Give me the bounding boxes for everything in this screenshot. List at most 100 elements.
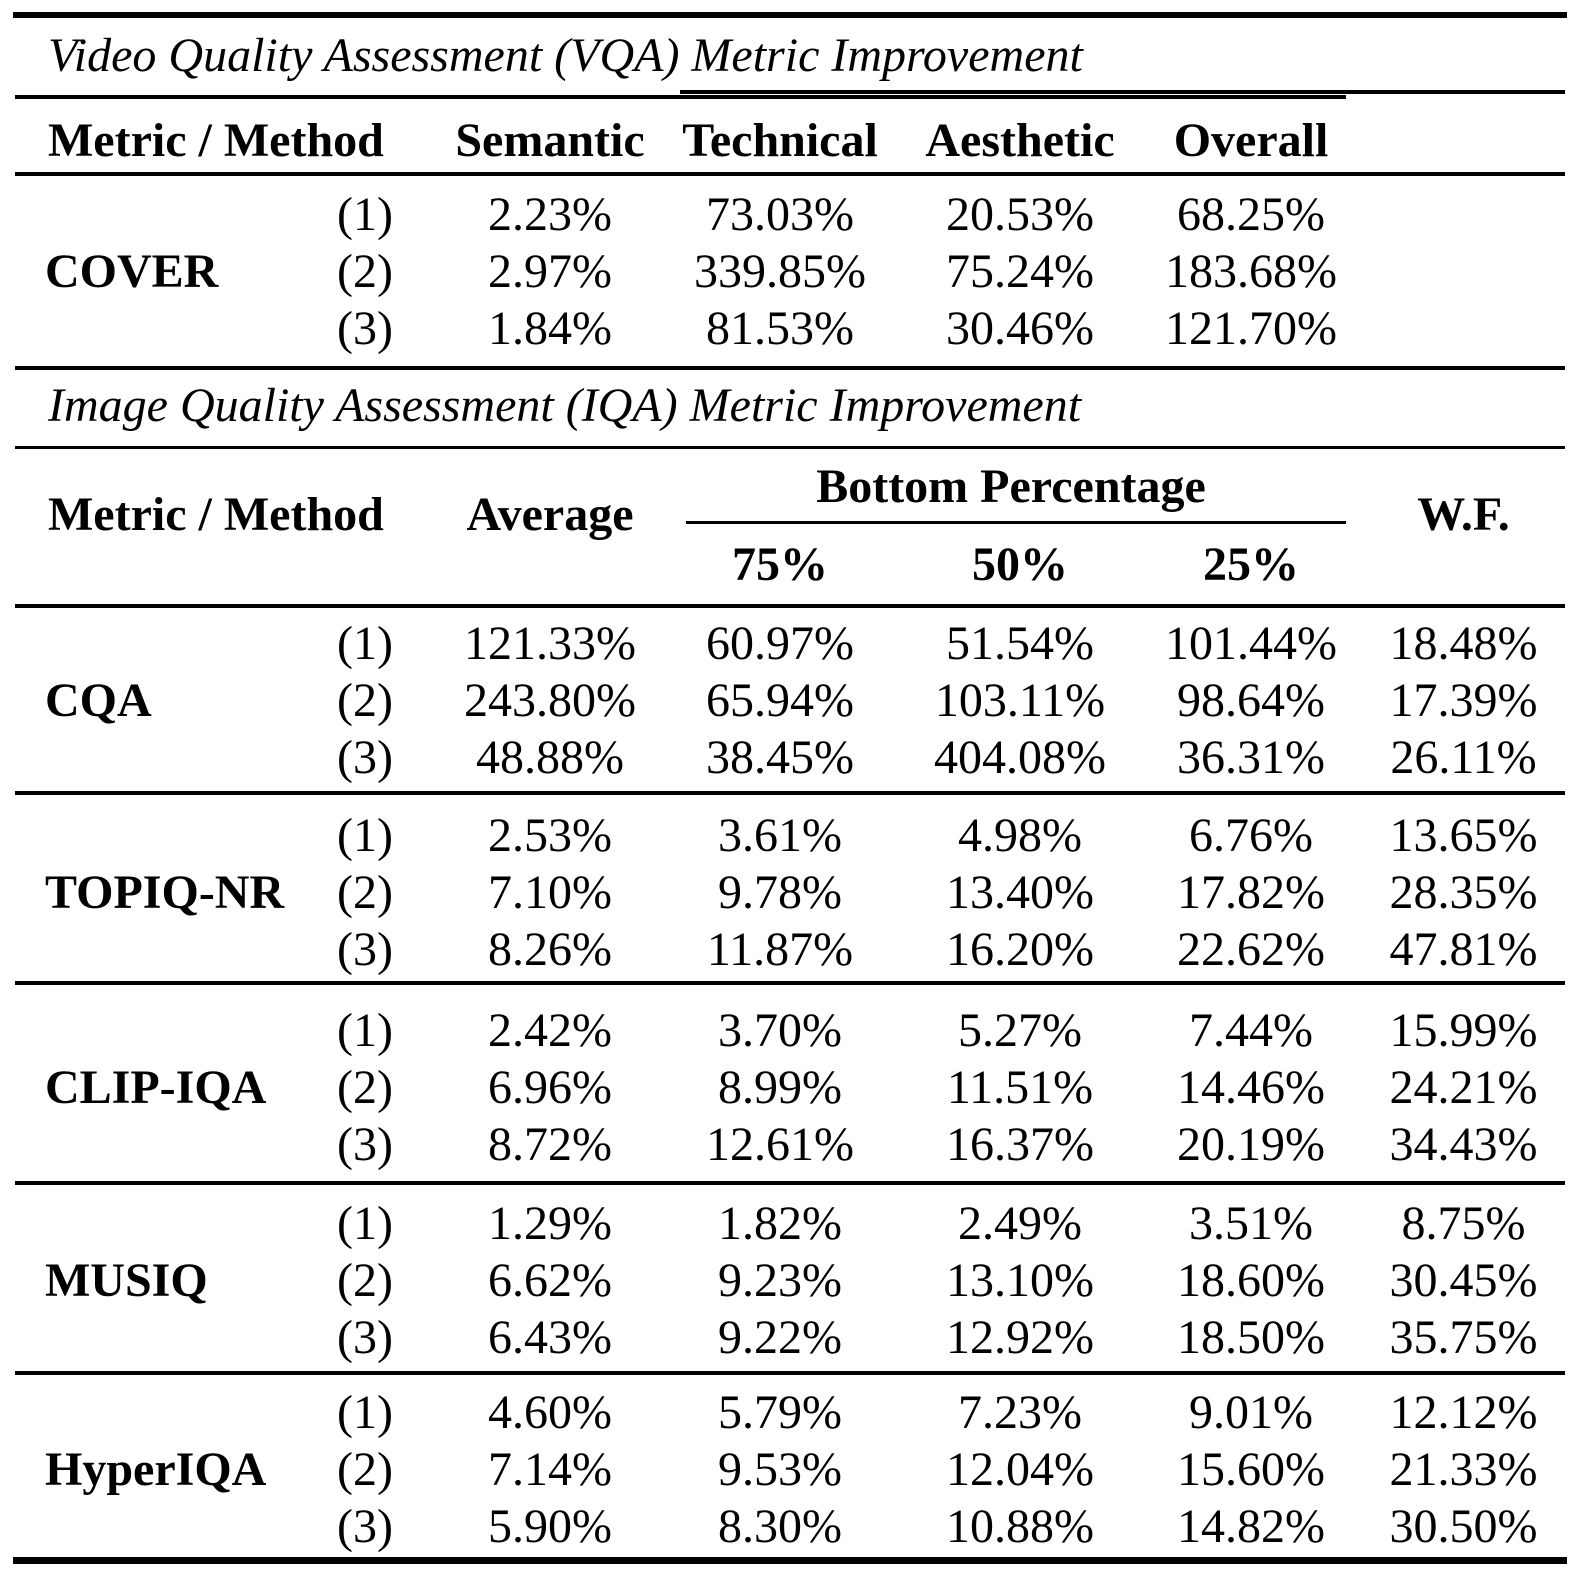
value-cell: 6.96%	[488, 1060, 612, 1114]
value-cell: 9.78%	[718, 865, 842, 919]
value-cell: 8.30%	[718, 1499, 842, 1553]
value-cell: 30.46%	[946, 301, 1094, 355]
group-separator-rule-3	[15, 1181, 1565, 1185]
value-cell: 30.50%	[1389, 1499, 1538, 1553]
value-cell: 7.23%	[958, 1385, 1082, 1439]
value-cell: 4.98%	[958, 808, 1082, 862]
value-cell: 12.61%	[706, 1117, 854, 1171]
value-cell: 30.45%	[1389, 1253, 1538, 1307]
top-rule	[13, 12, 1567, 18]
value-cell: 101.44%	[1165, 616, 1337, 670]
value-cell: 11.51%	[946, 1060, 1094, 1114]
value-cell: 1.84%	[488, 301, 612, 355]
value-cell: 16.37%	[946, 1117, 1094, 1171]
metric-name-clip-iqa: CLIP-IQA	[45, 1060, 267, 1114]
value-cell: 2.97%	[488, 244, 612, 298]
value-cell: 3.51%	[1189, 1196, 1313, 1250]
value-cell: 2.42%	[488, 1003, 612, 1057]
method-cell: (2)	[337, 1253, 393, 1307]
value-cell: 1.29%	[488, 1196, 612, 1250]
iqa-header-25: 25%	[1203, 538, 1299, 591]
iqa-header-wf: W.F.	[1417, 488, 1510, 541]
method-cell: (1)	[337, 1196, 393, 1250]
vqa-table: Metric / Method Semantic Technical Aesth…	[15, 96, 1565, 357]
value-cell: 13.10%	[946, 1253, 1094, 1307]
value-cell: 103.11%	[934, 673, 1106, 727]
value-cell: 14.82%	[1177, 1499, 1325, 1553]
iqa-group-table-topiq-nr: TOPIQ-NR (1) 2.53% 3.61% 4.98% 6.76% 13.…	[15, 807, 1565, 978]
method-cell: (3)	[337, 1499, 393, 1553]
value-cell: 8.72%	[488, 1117, 612, 1171]
vqa-end-rule	[15, 366, 1565, 370]
method-cell: (1)	[337, 1003, 393, 1057]
value-cell: 3.70%	[718, 1003, 842, 1057]
value-cell: 9.01%	[1189, 1385, 1313, 1439]
value-cell: 81.53%	[706, 301, 854, 355]
method-cell: (2)	[337, 1442, 393, 1496]
value-cell: 121.33%	[464, 616, 636, 670]
value-cell: 60.97%	[706, 616, 854, 670]
iqa-header-75: 75%	[732, 538, 828, 591]
method-cell: (2)	[337, 244, 393, 298]
method-cell: (2)	[337, 1060, 393, 1114]
group-separator-rule-1	[15, 791, 1565, 795]
value-cell: 75.24%	[946, 244, 1094, 298]
value-cell: 8.99%	[718, 1060, 842, 1114]
iqa-header-rule	[15, 604, 1565, 608]
vqa-section-title: Video Quality Assessment (VQA) Metric Im…	[48, 29, 1083, 82]
value-cell: 17.39%	[1389, 673, 1538, 727]
value-cell: 7.10%	[488, 865, 612, 919]
value-cell: 183.68%	[1165, 244, 1337, 298]
bottom-percentage-cmidrule	[686, 521, 1346, 524]
value-cell: 21.33%	[1389, 1442, 1538, 1496]
iqa-header-average: Average	[466, 488, 634, 541]
value-cell: 15.99%	[1389, 1003, 1538, 1057]
vqa-title-rule-right	[680, 90, 1565, 94]
value-cell: 68.25%	[1177, 187, 1325, 241]
value-cell: 47.81%	[1389, 922, 1538, 976]
value-cell: 73.03%	[706, 187, 854, 241]
value-cell: 3.61%	[718, 808, 842, 862]
value-cell: 5.27%	[958, 1003, 1082, 1057]
iqa-title-rule	[15, 446, 1565, 449]
value-cell: 9.53%	[718, 1442, 842, 1496]
value-cell: 13.40%	[946, 865, 1094, 919]
value-cell: 2.23%	[488, 187, 612, 241]
value-cell: 51.54%	[946, 616, 1094, 670]
vqa-header-metric-method: Metric / Method	[48, 114, 384, 167]
value-cell: 28.35%	[1389, 865, 1538, 919]
iqa-group-table-musiq: MUSIQ (1) 1.29% 1.82% 2.49% 3.51% 8.75% …	[15, 1195, 1565, 1366]
metric-name-musiq: MUSIQ	[45, 1253, 208, 1307]
vqa-title-rule-left	[15, 95, 1346, 99]
value-cell: 12.04%	[946, 1442, 1094, 1496]
value-cell: 2.49%	[958, 1196, 1082, 1250]
value-cell: 5.90%	[488, 1499, 612, 1553]
vqa-body-spacer	[1362, 186, 1565, 357]
method-cell: (3)	[337, 301, 393, 355]
value-cell: 24.21%	[1389, 1060, 1538, 1114]
value-cell: 7.44%	[1189, 1003, 1313, 1057]
method-cell: (3)	[337, 1310, 393, 1364]
method-cell: (2)	[337, 673, 393, 727]
value-cell: 2.53%	[488, 808, 612, 862]
value-cell: 15.60%	[1177, 1442, 1325, 1496]
metric-name-cqa: CQA	[45, 673, 152, 727]
value-cell: 98.64%	[1177, 673, 1325, 727]
vqa-header-aesthetic: Aesthetic	[925, 114, 1115, 167]
value-cell: 7.14%	[488, 1442, 612, 1496]
value-cell: 17.82%	[1177, 865, 1325, 919]
value-cell: 35.75%	[1389, 1310, 1538, 1364]
method-cell: (3)	[337, 922, 393, 976]
iqa-group-table-cqa: CQA (1) 121.33% 60.97% 51.54% 101.44% 18…	[15, 615, 1565, 786]
metric-name-cover: COVER	[45, 244, 219, 298]
method-cell: (1)	[337, 187, 393, 241]
vqa-header-semantic: Semantic	[455, 114, 645, 167]
value-cell: 243.80%	[464, 673, 636, 727]
vqa-header-rule	[15, 172, 1565, 176]
value-cell: 14.46%	[1177, 1060, 1325, 1114]
iqa-header-50: 50%	[972, 538, 1068, 591]
value-cell: 404.08%	[934, 730, 1106, 784]
value-cell: 10.88%	[946, 1499, 1094, 1553]
value-cell: 9.22%	[718, 1310, 842, 1364]
